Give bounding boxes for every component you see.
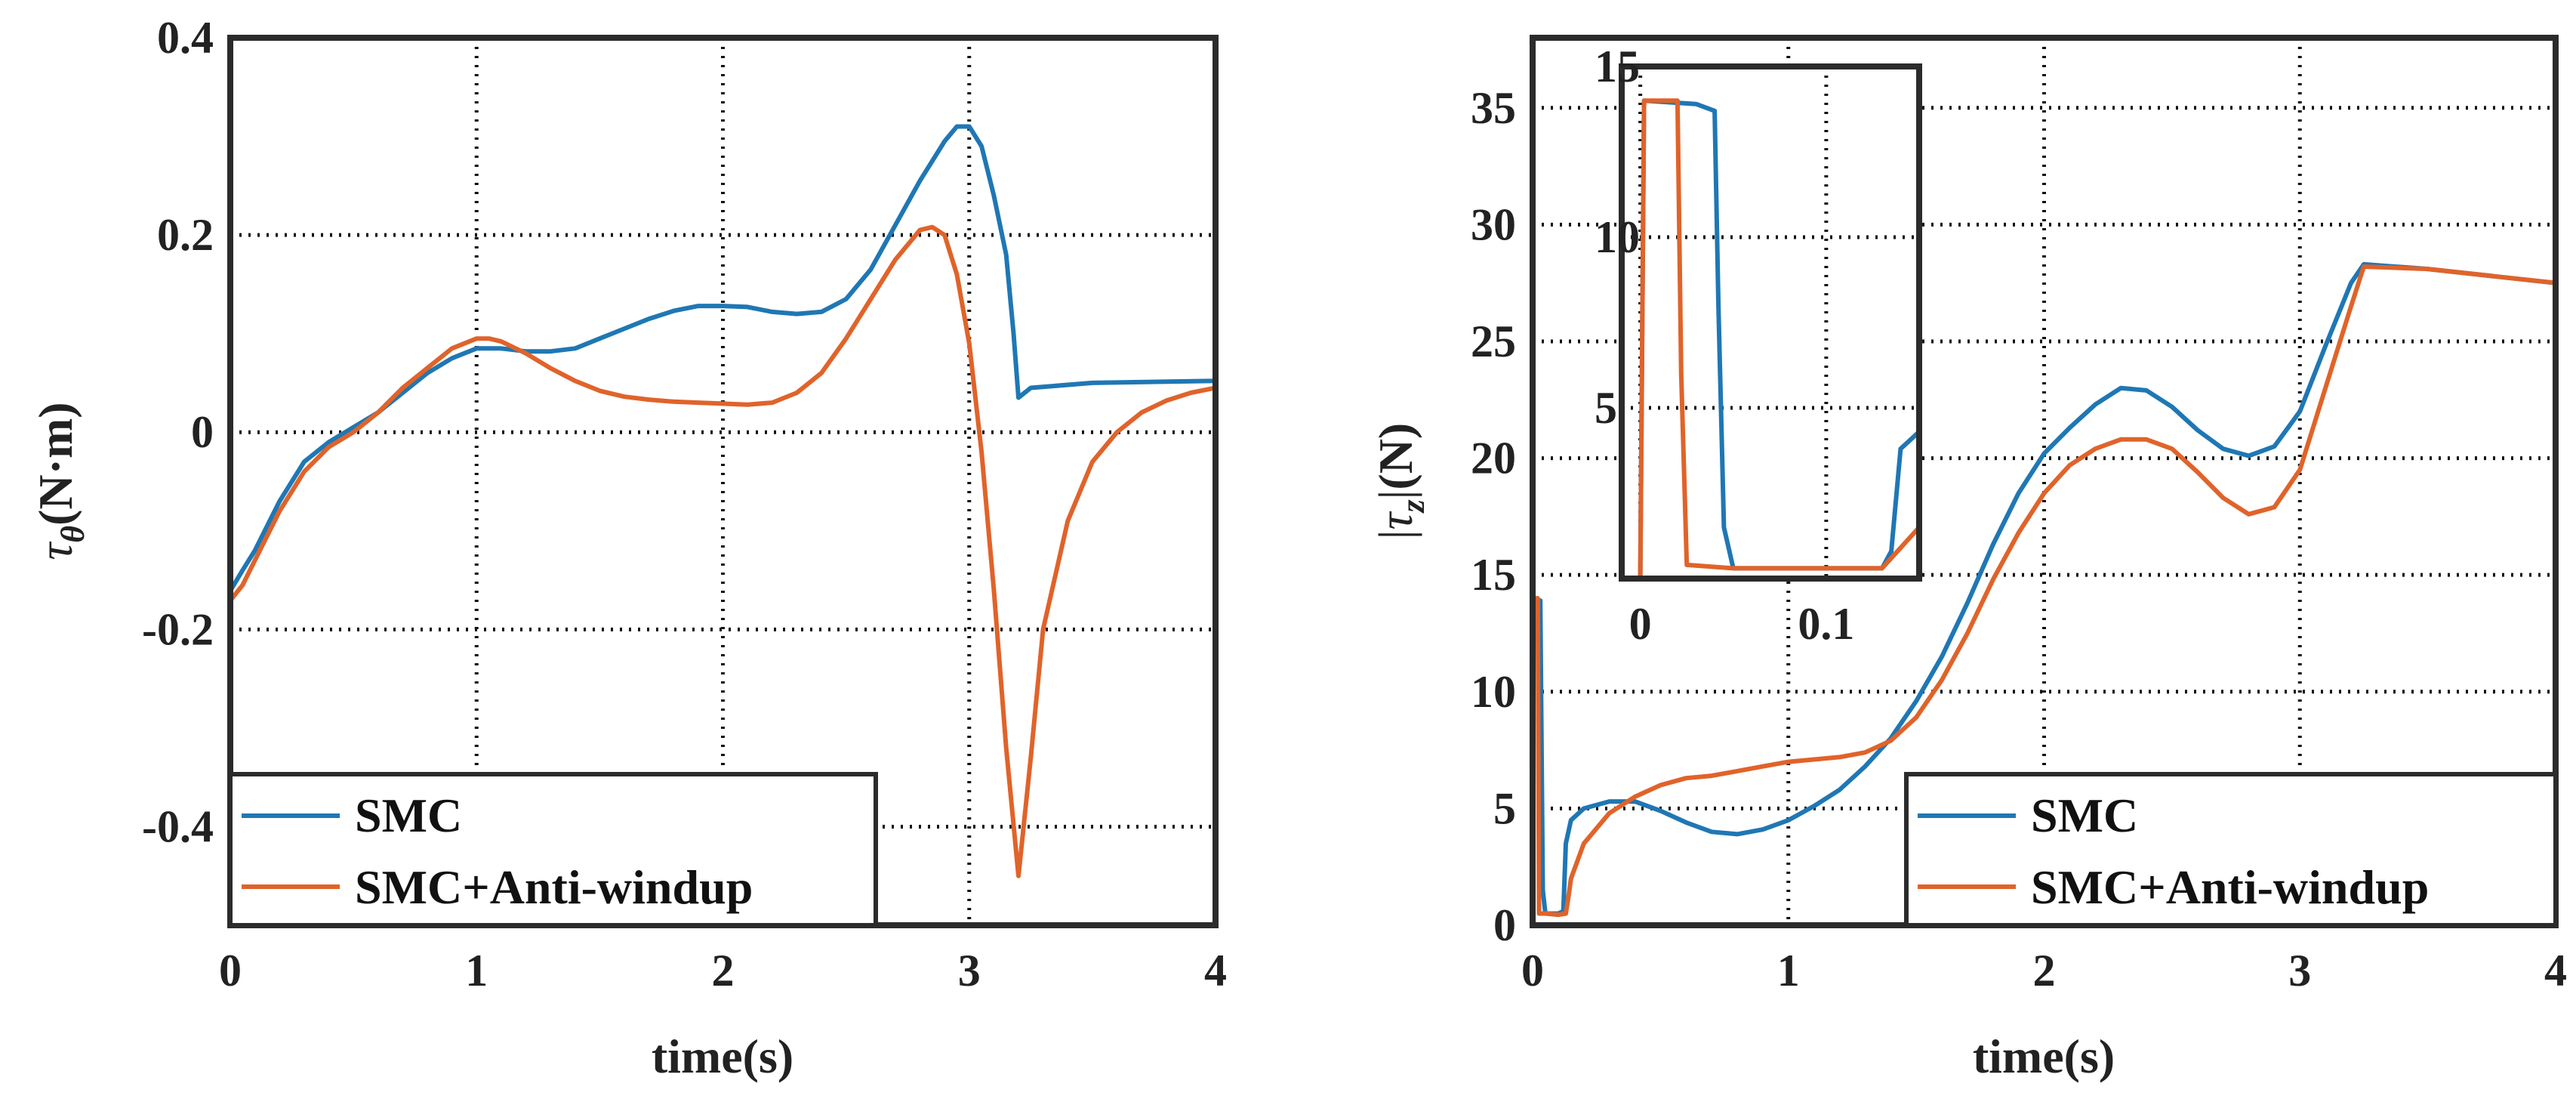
left-y-label-symbol: τ xyxy=(29,542,82,560)
left-y-tick-labels: -0.4 -0.2 0 0.2 0.4 xyxy=(142,13,214,851)
right-y-label: |τz|(N) xyxy=(1369,423,1431,540)
right-y-tick-labels: 0 5 10 15 20 25 30 35 xyxy=(1471,83,1516,950)
right-x-tick-label: 2 xyxy=(2033,946,2056,996)
right-x-tick-label: 1 xyxy=(1777,946,1800,996)
inset-y-tick-label: 10 xyxy=(1595,212,1640,262)
right-x-tick-labels: 0 1 2 3 4 xyxy=(1521,946,2567,996)
right-legend-smc-label: SMC xyxy=(2031,789,2138,842)
left-y-label: τθ(N·m) xyxy=(29,402,91,560)
right-y-tick-label: 25 xyxy=(1471,316,1516,366)
left-series-smc xyxy=(230,124,1216,593)
left-x-tick-label: 0 xyxy=(219,946,242,996)
inset-series-anti-windup xyxy=(1638,98,1919,579)
inset-y-tick-labels: 5 10 15 xyxy=(1595,42,1640,433)
left-y-tick-label: -0.2 xyxy=(142,604,214,654)
right-y-label-symbol: τ xyxy=(1369,511,1422,529)
left-x-tick-labels: 0 1 2 3 4 xyxy=(219,946,1227,996)
right-y-tick-label: 35 xyxy=(1471,83,1516,133)
left-y-tick-label: 0.2 xyxy=(157,210,214,260)
right-x-tick-label: 4 xyxy=(2544,946,2567,996)
right-legend: SMC SMC+Anti-windup xyxy=(1904,772,2558,928)
right-x-tick-label: 3 xyxy=(2288,946,2311,996)
right-y-tick-label: 30 xyxy=(1471,199,1516,249)
left-legend-anti-label: SMC+Anti-windup xyxy=(355,860,753,914)
right-lines xyxy=(1533,261,2556,925)
right-x-tick-label: 0 xyxy=(1521,946,1544,996)
inset-lines xyxy=(1638,98,1919,579)
right-series-anti-windup xyxy=(1533,264,2556,925)
inset-y-tick-label: 15 xyxy=(1595,42,1640,91)
left-x-tick-label: 1 xyxy=(465,946,488,996)
left-plot: 0 1 2 3 4 -0.4 -0.2 0 0.2 0.4 time(s) τθ(N·m) SM… xyxy=(29,13,1227,1083)
inset-x-tick-labels: 0 0.1 xyxy=(1629,599,1855,649)
right-x-label: time(s) xyxy=(1973,1029,2115,1083)
left-x-label: time(s) xyxy=(652,1029,793,1083)
left-y-tick-label: -0.4 xyxy=(142,801,214,851)
left-legend-smc-label: SMC xyxy=(355,789,462,842)
left-x-tick-label: 4 xyxy=(1204,946,1227,996)
left-y-tick-label: 0.4 xyxy=(157,13,214,63)
right-y-tick-label: 15 xyxy=(1471,550,1516,600)
right-y-tick-label: 5 xyxy=(1493,783,1516,833)
inset-axes-frame xyxy=(1619,63,1922,582)
inset-y-tick-label: 5 xyxy=(1595,383,1617,433)
right-y-tick-label: 20 xyxy=(1471,434,1516,483)
left-x-tick-label: 3 xyxy=(958,946,981,996)
left-series-anti-windup xyxy=(230,224,1216,878)
right-y-label-subscript: z xyxy=(1394,499,1431,514)
right-y-tick-label: 10 xyxy=(1471,667,1516,717)
inset-x-tick-label: 0.1 xyxy=(1798,599,1854,649)
left-lines xyxy=(230,124,1216,878)
inset-x-tick-label: 0 xyxy=(1629,599,1652,649)
left-x-tick-label: 2 xyxy=(712,946,735,996)
left-legend: SMC SMC+Anti-windup xyxy=(228,772,878,928)
left-y-label-subscript: θ xyxy=(54,526,91,543)
right-y-tick-label: 0 xyxy=(1493,900,1516,950)
right-legend-anti-label: SMC+Anti-windup xyxy=(2031,860,2429,914)
left-y-label-units: (N·m) xyxy=(29,402,82,526)
left-y-tick-label: 0 xyxy=(191,407,214,457)
right-y-label-units: (N) xyxy=(1369,423,1422,490)
